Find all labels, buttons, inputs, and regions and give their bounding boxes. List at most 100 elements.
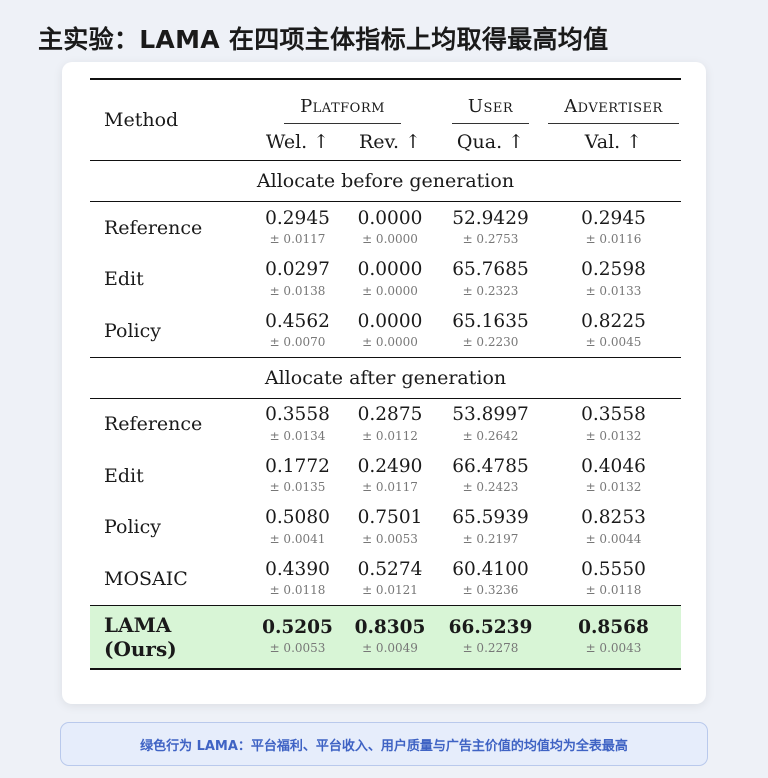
method-name: Edit: [104, 464, 144, 487]
value-cell: 53.8997 ± 0.2642: [435, 398, 546, 450]
mean-value: 65.5939: [452, 507, 529, 529]
mean-value: 66.5239: [448, 616, 533, 638]
std-value: ± 0.0132: [585, 480, 642, 495]
std-value: ± 0.2423: [462, 480, 519, 495]
mean-value: 0.8253: [581, 507, 646, 529]
caption-note: 绿色行为 LAMA：平台福利、平台收入、用户质量与广告主价值的均值均为全表最高: [60, 722, 708, 766]
std-value: ± 0.2197: [462, 531, 519, 546]
method-name: Policy: [104, 319, 161, 342]
value-cell: 0.0000 ± 0.0000: [345, 202, 435, 254]
std-value: ± 0.2753: [462, 232, 519, 247]
table-row: Edit 0.1772 ± 0.0135 0.2490 ± 0.0117 66.4785 ±…: [90, 450, 681, 502]
mean-value: 0.8225: [581, 310, 646, 332]
mean-value: 0.8568: [578, 616, 649, 638]
std-value: ± 0.0117: [269, 232, 326, 247]
value-cell: 0.3558 ± 0.0134: [250, 398, 345, 450]
value-cell: 66.4785 ± 0.2423: [435, 450, 546, 502]
value-cell: 65.1635 ± 0.2230: [435, 305, 546, 357]
std-value: ± 0.0043: [585, 641, 642, 656]
caption-note-text: 绿色行为 LAMA：平台福利、平台收入、用户质量与广告主价值的均值均为全表最高: [140, 738, 628, 754]
table-row: Policy 0.5080 ± 0.0041 0.7501 ± 0.0053 65.593…: [90, 502, 681, 554]
std-value: ± 0.0135: [269, 480, 326, 495]
best-row: LAMA (Ours) 0.5205 ± 0.0053 0.8305 ± 0.004…: [90, 605, 681, 669]
std-value: ± 0.0044: [585, 531, 642, 546]
value-cell: 0.7501 ± 0.0053: [345, 502, 435, 554]
std-value: ± 0.0045: [585, 335, 642, 350]
std-value: ± 0.0000: [362, 335, 418, 350]
mean-value: 53.8997: [452, 404, 529, 426]
value-cell: 0.0297 ± 0.0138: [250, 254, 345, 306]
metric-header-quality: Qua. ↑: [456, 131, 525, 153]
std-value: ± 0.2642: [462, 428, 519, 443]
value-cell: 0.1772 ± 0.0135: [250, 450, 345, 502]
mean-value: 0.5205: [262, 616, 333, 638]
mean-value: 0.5550: [581, 558, 646, 580]
std-value: ± 0.0118: [269, 583, 326, 598]
metric-header-welfare: Wel. ↑: [265, 131, 330, 153]
value-cell: 0.0000 ± 0.0000: [345, 305, 435, 357]
value-cell: 65.5939 ± 0.2197: [435, 502, 546, 554]
mean-value: 0.5080: [265, 507, 330, 529]
table-body: Allocate before generation Reference 0.294…: [90, 160, 681, 606]
method-name: Reference: [104, 216, 203, 239]
method-name: Reference: [104, 413, 203, 436]
std-value: ± 0.0070: [269, 335, 326, 350]
value-cell: 0.3558 ± 0.0132: [546, 398, 681, 450]
table-row: Reference 0.2945 ± 0.0117 0.0000 ± 0.0000 52.…: [90, 201, 681, 254]
results-card: Method Platform User Advertiser Wel. ↑ R…: [62, 62, 706, 704]
method-name: Policy: [104, 516, 161, 539]
table-row: MOSAIC 0.4390 ± 0.0118 0.5274 ± 0.0121 60.410…: [90, 553, 681, 605]
mean-value: 0.8305: [354, 616, 426, 638]
value-cell: 0.8253 ± 0.0044: [546, 502, 681, 554]
method-name: MOSAIC: [104, 567, 188, 590]
section-header-row: Allocate after generation: [90, 357, 681, 398]
mean-value: 0.0297: [265, 259, 330, 281]
mean-value: 52.9429: [452, 207, 529, 229]
mean-value: 0.2490: [357, 455, 423, 477]
mean-value: 0.2875: [357, 404, 423, 426]
mean-value: 0.5274: [357, 558, 423, 580]
value-cell: 0.8225 ± 0.0045: [546, 305, 681, 357]
mean-value: 0.3558: [265, 404, 330, 426]
value-cell: 52.9429 ± 0.2753: [435, 202, 546, 254]
value-cell: 65.7685 ± 0.2323: [435, 254, 546, 306]
section-header-row: Allocate before generation: [90, 160, 681, 202]
std-value: ± 0.0116: [585, 232, 642, 247]
table-row: Reference 0.3558 ± 0.0134 0.2875 ± 0.0112 53.…: [90, 398, 681, 450]
page-title: 主实验：LAMA 在四项主体指标上均取得最高均值: [38, 25, 609, 54]
value-cell: 0.4562 ± 0.0070: [250, 305, 345, 357]
mean-value: 0.1772: [265, 455, 330, 477]
value-cell: 0.5205 ± 0.0053: [250, 605, 345, 669]
value-cell: 0.2490 ± 0.0117: [345, 450, 435, 502]
table-row: Edit 0.0297 ± 0.0138 0.0000 ± 0.0000 65.7685 ±…: [90, 254, 681, 306]
value-cell: 0.4390 ± 0.0118: [250, 553, 345, 605]
mean-value: 0.0000: [357, 310, 423, 332]
value-cell: 0.5274 ± 0.0121: [345, 553, 435, 605]
std-value: ± 0.0118: [585, 583, 642, 598]
mean-value: 65.1635: [452, 310, 529, 332]
results-table: Method Platform User Advertiser Wel. ↑ R…: [90, 78, 681, 670]
group-header-user: User: [435, 79, 546, 124]
method-name: LAMA (Ours): [90, 605, 250, 669]
std-value: ± 0.2230: [462, 335, 519, 350]
group-header-platform: Platform: [250, 79, 435, 124]
mean-value: 66.4785: [452, 455, 529, 477]
std-value: ± 0.0133: [585, 283, 642, 298]
mean-value: 0.4390: [265, 558, 330, 580]
mean-value: 65.7685: [452, 259, 529, 281]
header-metric-row: Wel. ↑ Rev. ↑ Qua. ↑ Val. ↑: [90, 124, 681, 161]
metric-header-value: Val. ↑: [584, 131, 643, 153]
std-value: ± 0.2278: [462, 641, 519, 656]
mean-value: 0.0000: [357, 207, 423, 229]
method-name: Edit: [104, 268, 144, 291]
value-cell: 0.2598 ± 0.0133: [546, 254, 681, 306]
value-cell: 0.5550 ± 0.0118: [546, 553, 681, 605]
std-value: ± 0.0049: [362, 641, 418, 656]
value-cell: 66.5239 ± 0.2278: [435, 605, 546, 669]
std-value: ± 0.0112: [362, 428, 418, 443]
table-row: Policy 0.4562 ± 0.0070 0.0000 ± 0.0000 65.163…: [90, 305, 681, 357]
section-title: Allocate before generation: [256, 170, 515, 192]
section-title: Allocate after generation: [264, 366, 507, 389]
mean-value: 0.4046: [581, 455, 646, 477]
std-value: ± 0.0053: [362, 531, 418, 546]
